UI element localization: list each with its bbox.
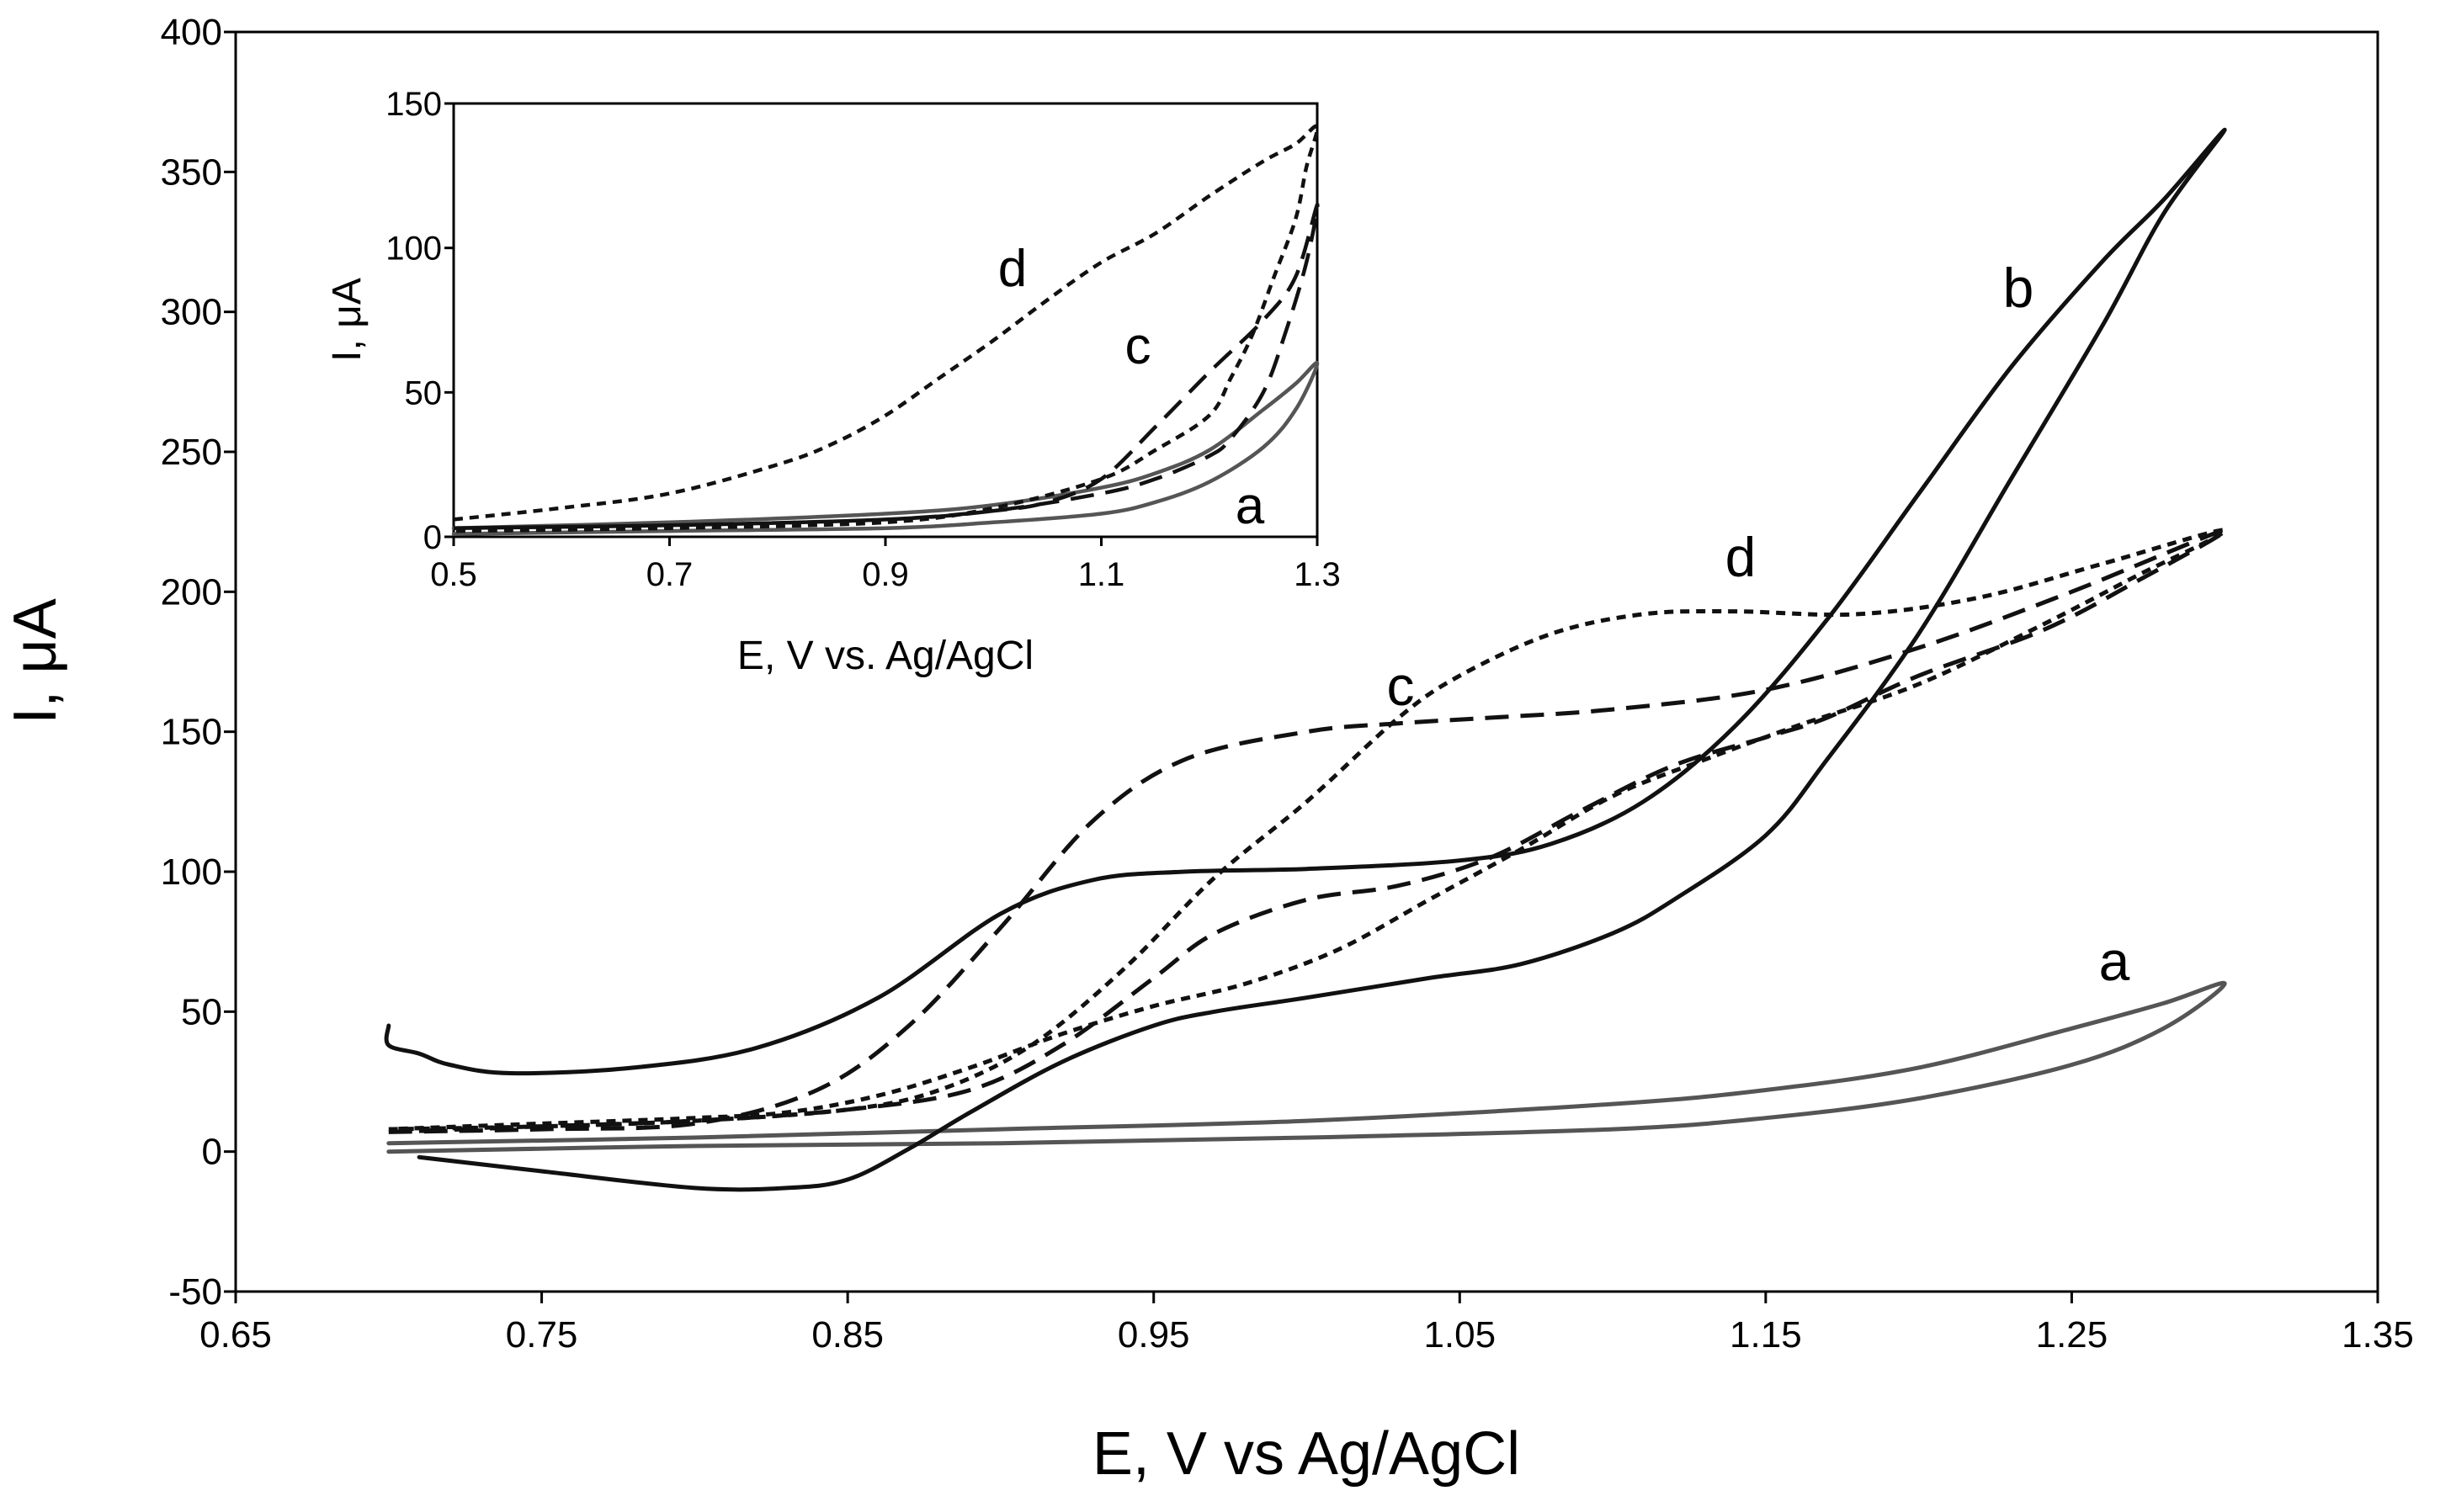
main-x-axis-title: E, V vs Ag/AgCl bbox=[1092, 1420, 1520, 1488]
inset-plot: 0.5 0.7 0.9 1.1 1.3 0 50 100 150 E, V vs. Ag/AgC… bbox=[325, 86, 1341, 678]
main-x-tick-label: 0.75 bbox=[506, 1314, 578, 1355]
inset-y-tick-label: 50 bbox=[405, 374, 443, 411]
main-y-tick-label: 300 bbox=[161, 292, 222, 333]
inset-x-tick-label: 0.7 bbox=[646, 556, 694, 593]
main-curve-label-b: b bbox=[2003, 257, 2034, 319]
inset-curve-label-a: a bbox=[1236, 477, 1265, 535]
main-y-tick-label: 200 bbox=[161, 571, 222, 613]
inset-x-tick-label: 0.5 bbox=[430, 556, 477, 593]
inset-x-tick-label: 1.1 bbox=[1078, 556, 1125, 593]
inset-y-tick-label: 150 bbox=[385, 86, 442, 123]
inset-series-d-line bbox=[453, 124, 1320, 533]
inset-series bbox=[451, 124, 1320, 536]
main-x-tick-label: 0.65 bbox=[199, 1314, 272, 1355]
inset-x-tick-label: 0.9 bbox=[862, 556, 909, 593]
inset-ticks: 0.5 0.7 0.9 1.1 1.3 0 50 100 150 bbox=[385, 86, 1341, 593]
main-series-a-line bbox=[386, 980, 2227, 1154]
main-y-axis-title: I, μA bbox=[2, 598, 69, 724]
main-x-tick-label: 0.95 bbox=[1118, 1314, 1190, 1355]
main-series bbox=[384, 127, 2228, 1192]
inset-curve-label-d: d bbox=[998, 240, 1027, 298]
main-x-tick-label: 1.15 bbox=[1730, 1314, 1802, 1355]
main-y-tick-label: 150 bbox=[161, 712, 222, 753]
main-plot-area bbox=[234, 30, 2379, 1293]
main-curve-label-c: c bbox=[1387, 655, 1415, 717]
main-x-tick-label: 1.25 bbox=[2036, 1314, 2108, 1355]
inset-y-tick-label: 0 bbox=[423, 519, 442, 556]
main-y-tick-label: 350 bbox=[161, 151, 222, 193]
main-series-b-line bbox=[384, 127, 2227, 1192]
main-y-tick-label: 100 bbox=[161, 851, 222, 893]
main-x-tick-label: 1.05 bbox=[1423, 1314, 1496, 1355]
main-y-tick-label: 250 bbox=[161, 432, 222, 473]
main-series-c-line bbox=[388, 528, 2228, 1134]
main-curve-label-d: d bbox=[1725, 526, 1757, 588]
inset-x-tick-label: 1.3 bbox=[1294, 556, 1341, 593]
main-y-tick-label: 400 bbox=[161, 12, 222, 53]
inset-y-axis-title: I, μA bbox=[325, 278, 369, 362]
main-y-tick-label: -50 bbox=[168, 1271, 222, 1313]
main-plot: 0.65 0.75 0.85 0.95 1.05 1.15 1.25 1.35 -50 0 50 10… bbox=[2, 12, 2414, 1488]
main-curve-label-a: a bbox=[2099, 930, 2130, 992]
inset-plot-area bbox=[452, 102, 1319, 538]
main-series-d-line bbox=[388, 528, 2227, 1132]
inset-curve-label-c: c bbox=[1125, 317, 1151, 375]
main-x-tick-label: 0.85 bbox=[811, 1314, 884, 1355]
inset-series-a-line bbox=[451, 360, 1320, 536]
inset-x-axis-title: E, V vs. Ag/AgCl bbox=[737, 634, 1034, 678]
main-ticks: 0.65 0.75 0.85 0.95 1.05 1.15 1.25 1.35 -50 0 50 10… bbox=[161, 12, 2414, 1355]
main-y-tick-label: 50 bbox=[181, 991, 222, 1032]
main-x-tick-label: 1.35 bbox=[2342, 1314, 2414, 1355]
inset-y-tick-label: 100 bbox=[385, 231, 442, 268]
main-y-tick-label: 0 bbox=[202, 1132, 222, 1173]
